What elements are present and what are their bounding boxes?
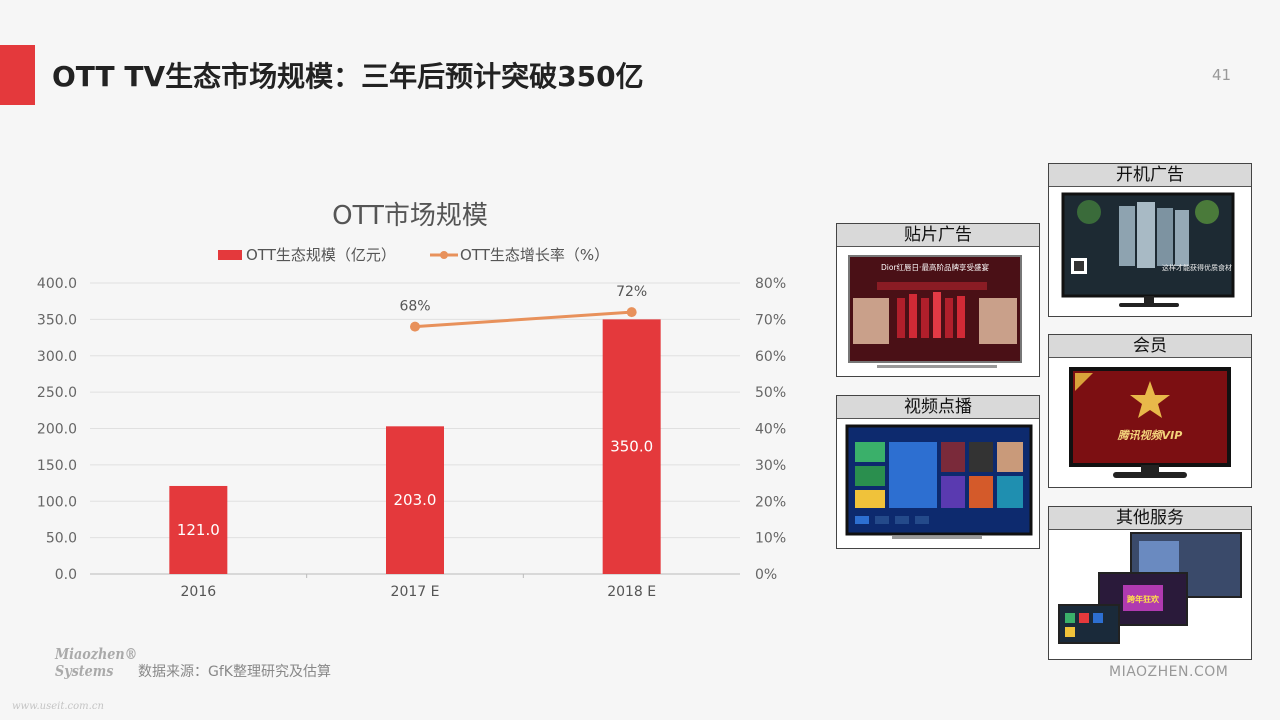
bar-value-label: 203.0 [394, 491, 437, 509]
y-left-tick-label: 350.0 [37, 312, 77, 328]
y-right-tick-label: 50% [755, 385, 786, 401]
panel-label: 贴片广告 [837, 224, 1039, 247]
growth-rate-label: 68% [399, 299, 430, 315]
y-left-tick-label: 200.0 [37, 422, 77, 438]
y-left-tick-label: 0.0 [55, 567, 77, 583]
panel-membership: 会员 腾讯视频VIP [1048, 334, 1252, 488]
bar [169, 485, 228, 574]
panel-label: 视频点播 [837, 396, 1039, 419]
tv-lipstick-ad-thumbnail: Dior红唇日·最高阶品牌享受盛宴 [848, 255, 1022, 368]
growth-rate-label: 72% [616, 284, 647, 300]
x-tick-label: 2016 [181, 584, 217, 600]
tv-other-services-thumbnail: 跨年狂欢 [1058, 532, 1242, 644]
bar [386, 426, 444, 574]
y-right-tick-label: 30% [755, 458, 786, 474]
panel-preroll-ad: 贴片广告 Dior红唇日·最高阶品牌享受盛宴 [836, 223, 1040, 377]
tv-video-on-demand-thumbnail [845, 424, 1033, 539]
y-left-tick-label: 250.0 [37, 385, 77, 401]
y-left-tick-label: 300.0 [37, 349, 77, 365]
panel-label: 会员 [1049, 335, 1251, 358]
panel-label: 开机广告 [1049, 164, 1251, 187]
y-right-tick-label: 60% [755, 349, 786, 365]
panel-other-services: 其他服务 跨年狂欢 [1048, 506, 1252, 660]
legend-swatch-bar [218, 250, 242, 260]
panel-boot-ad: 开机广告 这样才能获得优质食材 [1048, 163, 1252, 317]
y-left-tick-label: 100.0 [37, 494, 77, 510]
growth-rate-line [414, 310, 632, 329]
x-tick-label: 2017 E [391, 584, 440, 600]
page-number: 41 [1212, 66, 1232, 84]
growth-rate-point [626, 307, 637, 318]
boot-ad-screen-text: 这样才能获得优质食材 [1162, 263, 1232, 272]
y-right-tick-label: 10% [755, 531, 786, 547]
membership-screen-text: 腾讯视频VIP [1117, 429, 1183, 442]
data-source-note: 数据来源：GfK整理研究及估算 [138, 664, 331, 680]
bar-value-label: 121.0 [177, 521, 220, 539]
other-services-screen-text: 跨年狂欢 [1127, 594, 1160, 604]
growth-rate-point [410, 321, 420, 332]
y-right-tick-label: 40% [755, 422, 786, 438]
bar [602, 319, 661, 574]
y-right-tick-label: 20% [755, 494, 786, 510]
bar-value-label: 350.0 [610, 438, 653, 456]
legend-label-line: OTT生态增长率（%） [460, 246, 609, 264]
x-tick-label: 2018 E [607, 584, 656, 600]
panel-video-on-demand: 视频点播 [836, 395, 1040, 549]
title-accent-bar [0, 45, 35, 105]
watermark: www.useit.com.cn [12, 701, 104, 712]
slide-title: OTT TV生态市场规模：三年后预计突破350亿 [52, 60, 644, 93]
tv-vip-star-thumbnail: 腾讯视频VIP [1069, 367, 1231, 478]
y-left-tick-label: 150.0 [37, 458, 77, 474]
y-left-tick-label: 50.0 [46, 531, 77, 547]
y-right-tick-label: 70% [755, 312, 786, 328]
y-left-tick-label: 400.0 [37, 276, 77, 292]
legend-label-bar: OTT生态规模（亿元） [246, 246, 396, 264]
miaozhen-logo: Miaozhen® Systems [55, 645, 138, 680]
y-right-tick-label: 0% [755, 567, 777, 583]
preroll-ad-screen-text: Dior红唇日·最高阶品牌享受盛宴 [881, 262, 989, 272]
logo-line-1: Miaozhen® [55, 645, 138, 663]
panel-label: 其他服务 [1049, 507, 1251, 530]
legend-swatch-marker [440, 251, 448, 259]
logo-line-2: Systems [55, 662, 114, 680]
y-right-tick-label: 80% [755, 276, 786, 292]
tv-refrigerator-ad-thumbnail: 这样才能获得优质食材 [1061, 192, 1235, 307]
market-size-chart: OTT市场规模 0.0 0% 50.0 10% 100.0 20% 150.0 30% 200.0… [37, 201, 786, 600]
chart-title: OTT市场规模 [332, 201, 488, 231]
brand-footer: MIAOZHEN.COM [1109, 664, 1229, 680]
